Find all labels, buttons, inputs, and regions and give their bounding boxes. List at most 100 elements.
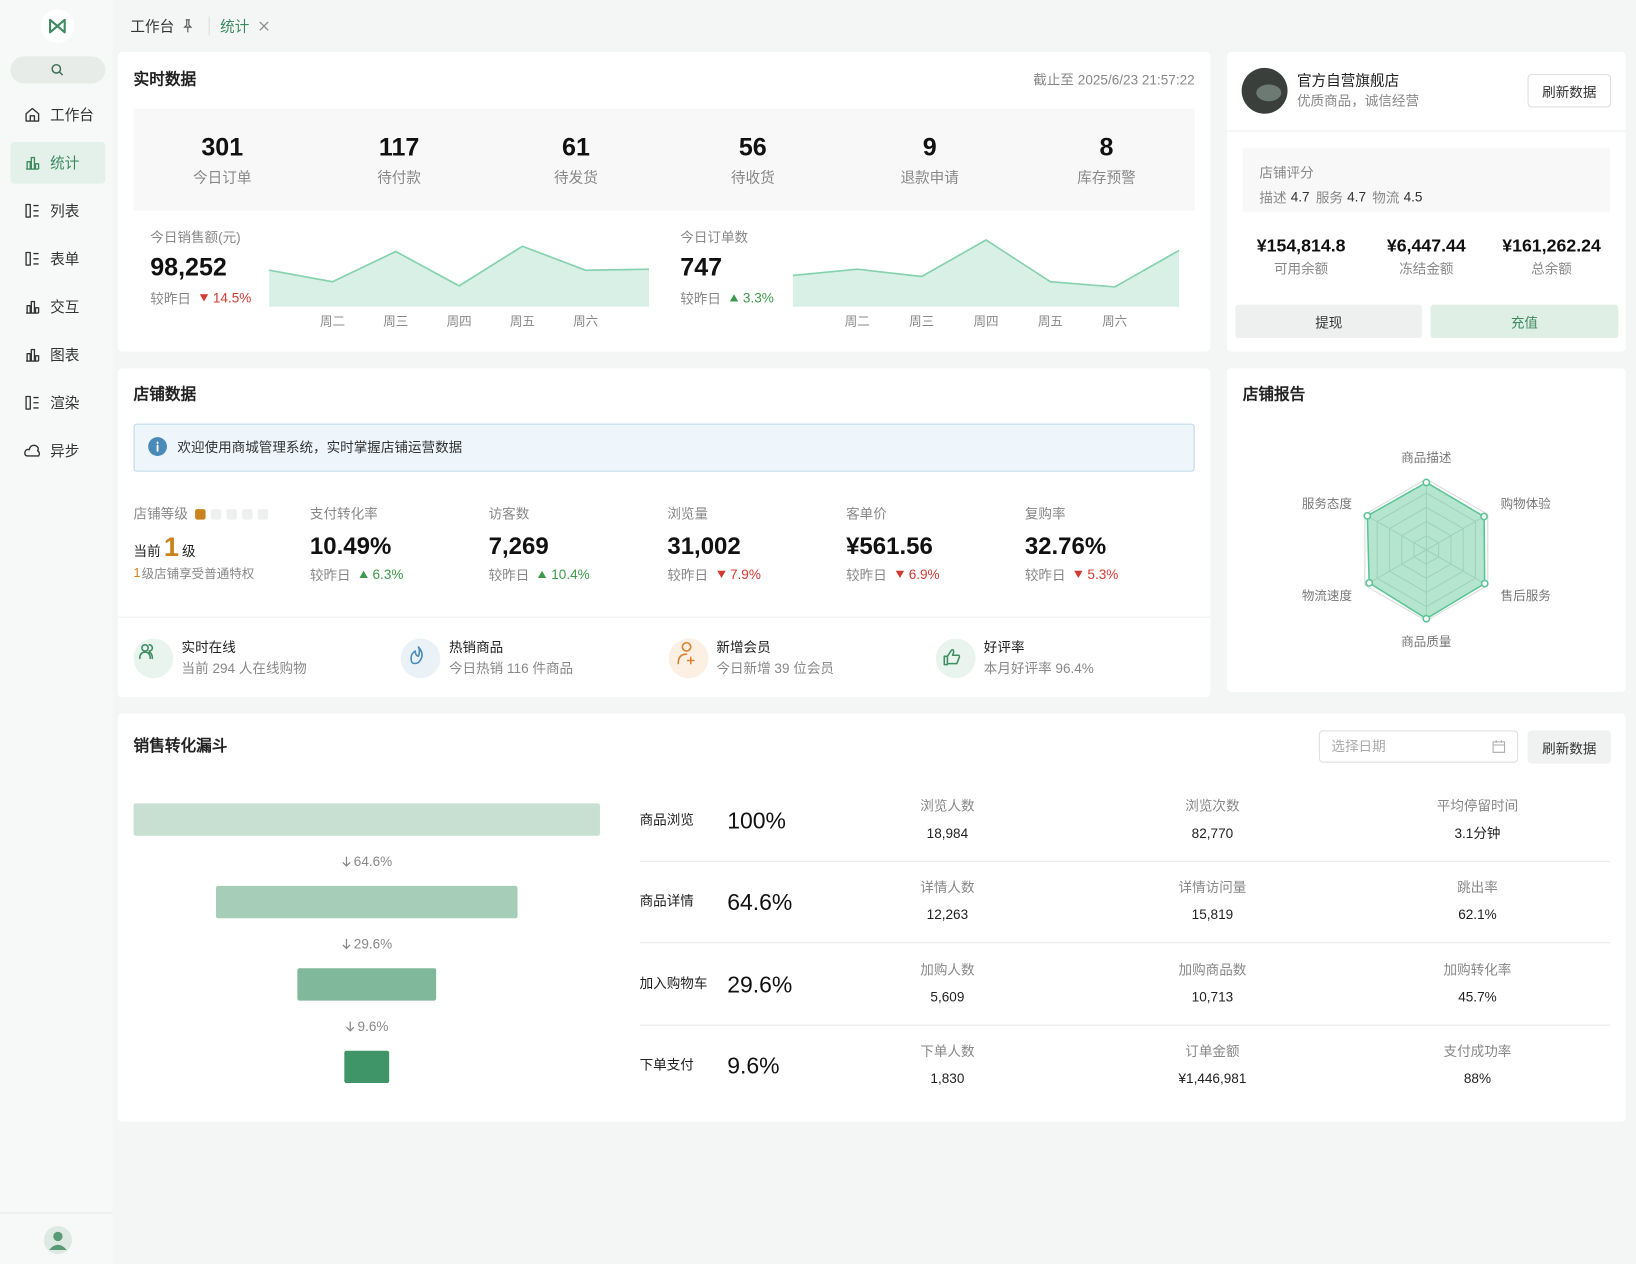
metric-value: ¥1,446,981 — [1178, 1070, 1247, 1087]
notice-text: 欢迎使用商城管理系统，实时掌握店铺运营数据 — [177, 439, 463, 456]
stat-label: 今日订单 — [193, 168, 252, 186]
refresh-button[interactable]: 刷新数据 — [1527, 74, 1612, 108]
row-divider — [639, 1024, 1610, 1026]
trend-arrow — [895, 570, 905, 578]
x-tick-label: 周四 — [973, 314, 999, 329]
trend-arrow — [729, 293, 739, 302]
feature-desc: 今日新增 39 位会员 — [716, 660, 834, 677]
metric-compare: 较昨日 7.9% — [667, 564, 761, 584]
menu-item[interactable]: 图表 — [50, 345, 80, 363]
arrow-shape — [538, 570, 547, 578]
metric-value: 7,269 — [488, 531, 549, 560]
search-box[interactable] — [10, 56, 106, 84]
stage-name: 商品详情 — [639, 893, 694, 910]
recharge-button[interactable]: 充值 — [1430, 304, 1619, 339]
menu-icon — [25, 395, 39, 410]
metric-value: 10,713 — [1191, 989, 1234, 1006]
icon-path — [26, 156, 40, 170]
refresh-button[interactable]: 刷新数据 — [1527, 730, 1612, 764]
axis-label: 商品描述 — [1401, 450, 1452, 466]
tab[interactable]: 工作台 — [130, 17, 175, 34]
trend-compare: 较昨日 3.3% — [680, 287, 774, 307]
card-title: 销售转化漏斗 — [133, 737, 228, 756]
balance-label: 冻结金额 — [1399, 261, 1454, 277]
date-picker[interactable] — [1318, 730, 1519, 763]
icon-glyph — [139, 644, 154, 660]
stat-label: 待发货 — [554, 168, 598, 186]
menu-item[interactable]: 交互 — [50, 297, 80, 315]
rating-panel — [1242, 148, 1610, 212]
step-rate: 9.6% — [357, 1017, 389, 1034]
rating-value: 4.7 — [1347, 188, 1367, 204]
metric-value: 31,002 — [667, 531, 741, 560]
feature-icon — [400, 638, 441, 679]
ratings: 描述 4.7 服务 4.7 物流 4.5 — [1259, 186, 1428, 206]
feature-desc: 当前 294 人在线购物 — [181, 660, 307, 677]
level-dot — [195, 509, 206, 520]
axis-label: 服务态度 — [1301, 496, 1352, 512]
x-tick-label: 周六 — [573, 314, 599, 329]
icon-path — [24, 444, 41, 457]
withdraw-button[interactable]: 提现 — [1235, 304, 1423, 339]
metric-compare: 较昨日 6.9% — [846, 564, 940, 584]
level-dot — [226, 509, 237, 520]
metric-label: 平均停留时间 — [1436, 798, 1519, 815]
trend-total: 98,252 — [150, 253, 227, 282]
x-tick-label: 周四 — [446, 314, 472, 329]
feature-icon — [935, 638, 976, 679]
menu-icon — [25, 203, 39, 218]
arrow-shape — [729, 293, 739, 302]
icon-path — [25, 251, 39, 266]
level-dot — [210, 509, 222, 520]
trend-arrow — [716, 570, 726, 578]
trend-title: 今日订单数 — [680, 229, 749, 246]
radar-point — [1363, 511, 1372, 520]
shop-divider — [1227, 130, 1626, 132]
step-rate: 64.6% — [353, 852, 393, 869]
compare-label: 较昨日 — [1024, 567, 1066, 583]
change-value: 6.3% — [372, 566, 404, 582]
logo-mark — [49, 18, 66, 34]
menu-item[interactable]: 统计 — [50, 153, 80, 171]
feature-title: 实时在线 — [181, 639, 236, 656]
trend-arrow — [199, 293, 209, 302]
row-divider — [639, 942, 1610, 944]
compare-label: 较昨日 — [488, 567, 530, 583]
icon-path — [25, 203, 39, 218]
icon-bg — [668, 638, 709, 679]
trend-arrow — [1074, 570, 1083, 578]
change-value: 10.4% — [551, 566, 590, 582]
sidebar — [0, 0, 113, 1264]
menu-item[interactable]: 表单 — [50, 249, 80, 267]
menu-item[interactable]: 列表 — [50, 201, 80, 219]
menu-item[interactable]: 异步 — [50, 441, 80, 459]
balance-value: ¥6,447.44 — [1386, 236, 1466, 256]
arrow-shape — [1074, 570, 1083, 578]
balance-label: 总余额 — [1531, 261, 1572, 277]
sidebar-divider — [0, 1212, 113, 1214]
menu-item[interactable]: 渲染 — [50, 393, 80, 411]
avatar-detail — [1256, 84, 1282, 102]
trend-arrow — [538, 570, 547, 578]
x-tick-label: 周五 — [1037, 314, 1063, 329]
feature-icon — [668, 638, 709, 679]
radar-point — [1480, 512, 1488, 521]
card-title: 店铺报告 — [1242, 385, 1306, 404]
menu-active-bg[interactable] — [10, 141, 106, 184]
rating-value: 4.7 — [1290, 188, 1310, 204]
metric-compare: 较昨日 6.3% — [310, 564, 404, 584]
metric-value: 3.1分钟 — [1454, 825, 1501, 842]
pin-shape — [183, 19, 193, 33]
tab-active[interactable]: 统计 — [220, 17, 250, 34]
area — [792, 239, 1180, 307]
change-value: 5.3% — [1087, 566, 1119, 582]
stage-name: 下单支付 — [639, 1057, 694, 1073]
menu-item[interactable]: 工作台 — [50, 105, 94, 123]
menu-icon — [25, 251, 39, 266]
funnel-bar — [133, 803, 600, 836]
icon-path — [25, 107, 40, 122]
icon-glyph — [943, 649, 961, 666]
icon-path — [25, 395, 39, 410]
funnel-step: 64.6% — [341, 851, 392, 871]
